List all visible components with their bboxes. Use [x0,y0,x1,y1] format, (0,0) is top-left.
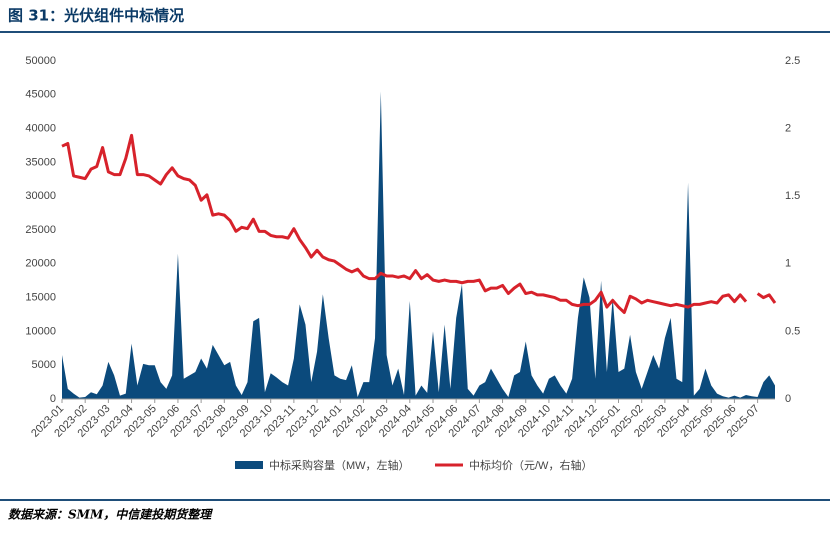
area [62,91,775,400]
y-tick-label: 10000 [25,325,56,337]
y2-tick-label: 2.5 [785,55,800,67]
y-tick-label: 30000 [25,190,56,202]
y-tick-label: 25000 [25,224,56,236]
legend-label: 中标采购容量（MW，左轴） [269,458,410,472]
y2-tick-label: 2 [785,123,791,135]
y2-tick-label: 0 [785,393,791,405]
y2-tick-label: 0.5 [785,325,800,337]
y-tick-label: 15000 [25,292,56,304]
legend-swatch [235,461,263,469]
legend-label: 中标均价（元/W，右轴） [469,458,592,472]
chart-title: 图 31：光伏组件中标情况 [8,7,184,25]
y-tick-label: 5000 [32,359,56,371]
y-tick-label: 0 [50,393,56,405]
y-tick-label: 35000 [25,156,56,168]
y2-tick-label: 1 [785,258,791,270]
y-tick-label: 20000 [25,258,56,270]
y-tick-label: 40000 [25,123,56,135]
y-tick-label: 50000 [25,55,56,67]
source-note: 数据来源：SMM，中信建投期货整理 [8,508,213,522]
y2-tick-label: 1.5 [785,190,800,202]
line [61,133,777,314]
y-tick-label: 45000 [25,89,56,101]
